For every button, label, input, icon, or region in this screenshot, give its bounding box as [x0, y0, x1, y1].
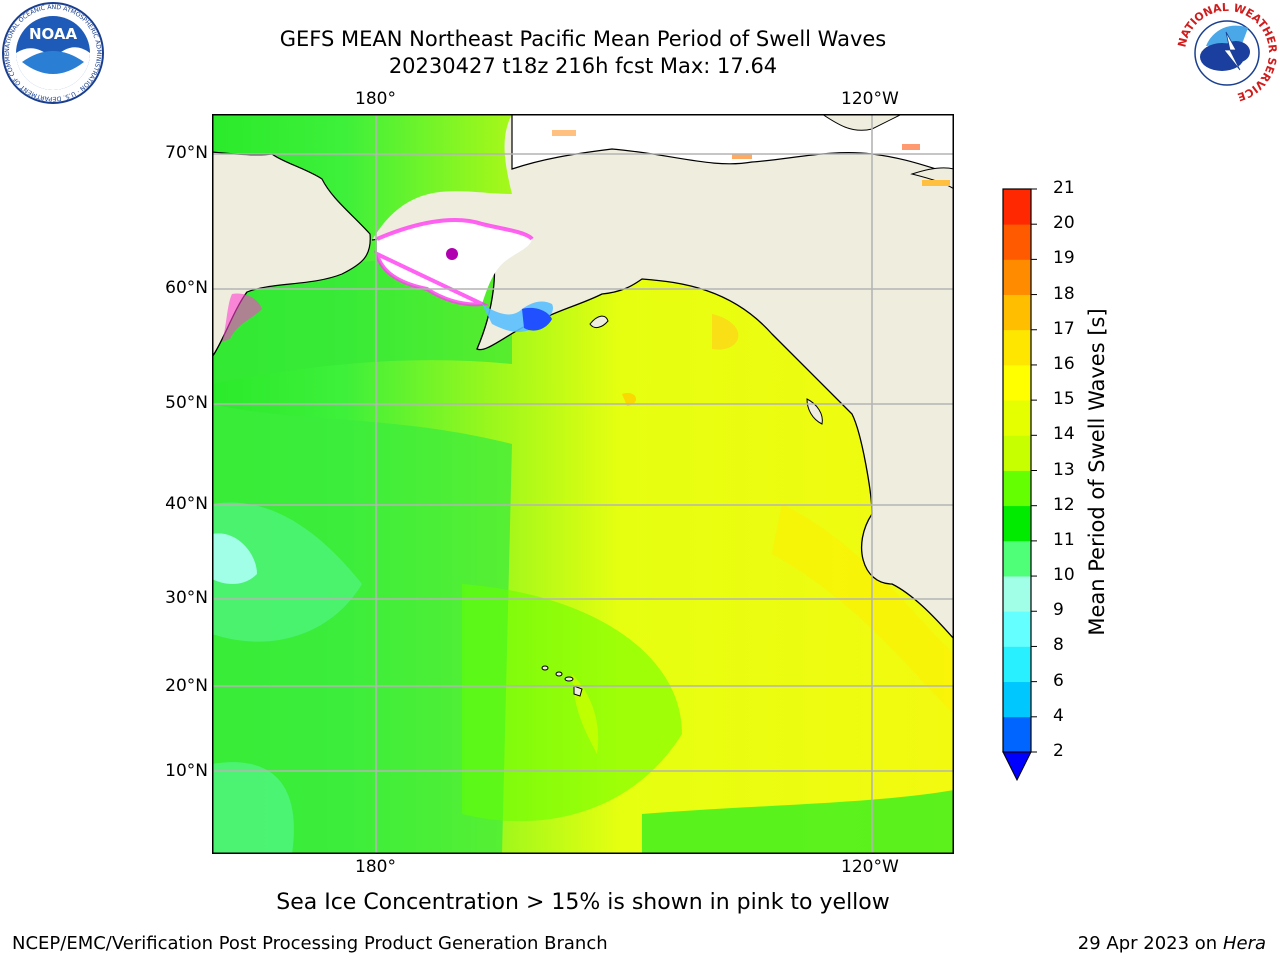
colorbar-tick-label: 18 [1053, 283, 1075, 304]
colorbar-tick-label: 15 [1053, 389, 1075, 410]
colorbar-band [1003, 364, 1031, 401]
colorbar-tick-label: 17 [1053, 318, 1075, 339]
machine-name: Hera [1222, 933, 1266, 954]
colorbar-band [1003, 681, 1031, 718]
lon-label-top-120w: 120°W [841, 89, 899, 109]
colorbar-underflow-arrow [1002, 751, 1032, 782]
colorbar-band [1003, 224, 1031, 260]
colorbar-band [1003, 540, 1031, 577]
colorbar-tick-label: 13 [1053, 459, 1075, 480]
chart-subtitle: 20230427 t18z 216h fcst Max: 17.64 [388, 54, 778, 78]
noaa-logo: NATIONAL OCEANIC AND ATMOSPHERIC ADMINIS… [2, 2, 104, 104]
colorbar-band [1003, 259, 1031, 295]
colorbar-band [1003, 435, 1031, 471]
colorbar-tick-label: 16 [1053, 353, 1075, 374]
colorbar-band [1003, 716, 1031, 753]
colorbar-tick-label: 6 [1053, 670, 1064, 691]
colorbar-title: Mean Period of Swell Waves [s] [1085, 308, 1109, 636]
colorbar-band [1003, 400, 1031, 436]
colorbar-tick-label: 11 [1053, 529, 1075, 550]
lat-label-20n: 20°N [165, 676, 208, 696]
sea-ice [222, 130, 950, 342]
colorbar [1002, 188, 1037, 782]
colorbar-tick-label: 4 [1053, 705, 1064, 726]
date-text: 29 Apr 2023 on [1077, 933, 1223, 954]
colorbar-band [1003, 646, 1031, 683]
noaa-logo-text: NOAA [29, 25, 78, 43]
colorbar-band [1003, 576, 1031, 612]
lat-label-70n: 70°N [165, 143, 208, 163]
colorbar-tick-label: 12 [1053, 494, 1075, 515]
colorbar-band [1003, 329, 1031, 366]
lon-label-bottom-180: 180° [355, 857, 396, 877]
lat-label-30n: 30°N [165, 588, 208, 608]
colorbar-tick-label: 10 [1053, 565, 1075, 586]
lon-label-bottom-120w: 120°W [841, 857, 899, 877]
sea-ice-note: Sea Ice Concentration > 15% is shown in … [276, 890, 890, 915]
map-border [212, 114, 954, 854]
colorbar-band [1003, 470, 1031, 507]
lat-label-40n: 40°N [165, 494, 208, 514]
colorbar-tick-label: 19 [1053, 248, 1075, 269]
colorbar-tick-label: 20 [1053, 213, 1075, 234]
lat-label-60n: 60°N [165, 278, 208, 298]
graticule [212, 114, 954, 854]
lat-label-50n: 50°N [165, 393, 208, 413]
ocean-field [212, 114, 954, 854]
lat-label-10n: 10°N [165, 761, 208, 781]
colorbar-tick-label: 2 [1053, 741, 1064, 761]
colorbar-band [1003, 294, 1031, 331]
date-line: 29 Apr 2023 on Hera [1078, 933, 1266, 954]
nws-logo: NATIONAL WEATHER SERVICE [1176, 2, 1278, 104]
hawaii-islands [541, 665, 583, 697]
colorbar-tick-label: 21 [1053, 178, 1075, 198]
colorbar-tick-label: 14 [1053, 424, 1075, 445]
colorbar-tick-label: 8 [1053, 635, 1064, 656]
map-panel [212, 114, 954, 854]
colorbar-band [1003, 189, 1031, 225]
colorbar-band [1003, 611, 1031, 647]
colorbar-band [1003, 505, 1031, 542]
lon-label-top-180: 180° [355, 89, 396, 109]
credit-line: NCEP/EMC/Verification Post Processing Pr… [12, 933, 608, 954]
chart-title: GEFS MEAN Northeast Pacific Mean Period … [279, 27, 887, 51]
colorbar-tick-label: 9 [1053, 600, 1064, 621]
